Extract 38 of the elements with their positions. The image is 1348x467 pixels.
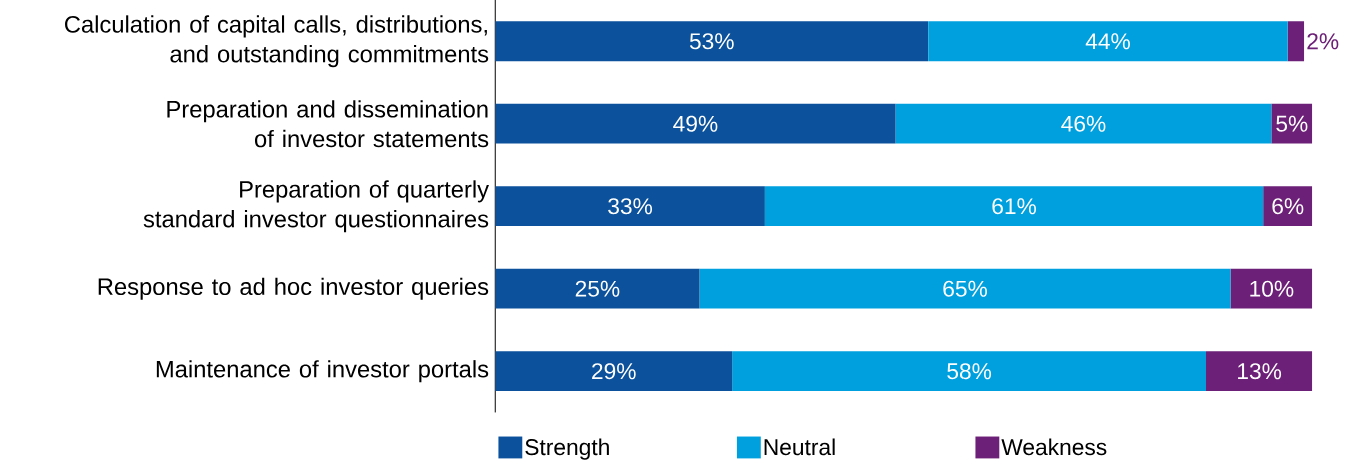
data-label: 2% [1307, 33, 1339, 50]
bar [1263, 186, 1313, 227]
bar [1271, 103, 1313, 144]
bar [495, 351, 733, 392]
data-label: 13% [1238, 363, 1282, 380]
bar [1230, 268, 1313, 309]
bar [495, 21, 929, 62]
data-label: 29% [592, 363, 636, 380]
data-label: 10% [1250, 280, 1294, 297]
data-label: 53% [689, 33, 734, 50]
data-label: 49% [673, 115, 718, 132]
bar [764, 186, 1264, 227]
data-label: 58% [947, 363, 992, 380]
y-tick-label: Maintenance of investor portals [156, 360, 489, 383]
y-tick-label: Response to ad hoc investor queries [98, 277, 489, 300]
bar [699, 268, 1231, 309]
data-label: 46% [1061, 115, 1106, 132]
y-tick-label: Preparation and dissemination of investor statements [167, 100, 489, 148]
data-label: 61% [992, 198, 1037, 215]
legend-label: Neutral [764, 438, 835, 456]
y-tick-label: Preparation of quarterly standard investor questionnaires [143, 180, 489, 233]
data-label: 65% [943, 280, 987, 297]
bar [1206, 351, 1313, 392]
bar [495, 103, 896, 144]
data-label: 5% [1276, 115, 1308, 132]
data-label: 33% [608, 198, 653, 215]
bar [495, 268, 700, 309]
data-label: 44% [1085, 33, 1130, 50]
bar [495, 186, 765, 227]
y-tick-label: Calculation of capital calls, distributions, and outstanding commitments [65, 15, 489, 68]
bar [928, 21, 1288, 62]
bar [895, 103, 1272, 144]
bar [1287, 21, 1305, 62]
legend-label: Weakness [1001, 438, 1107, 456]
bar [732, 351, 1207, 392]
data-label: 6% [1272, 198, 1304, 215]
data-label: 25% [575, 280, 620, 297]
legend-label: Strength [525, 438, 609, 460]
